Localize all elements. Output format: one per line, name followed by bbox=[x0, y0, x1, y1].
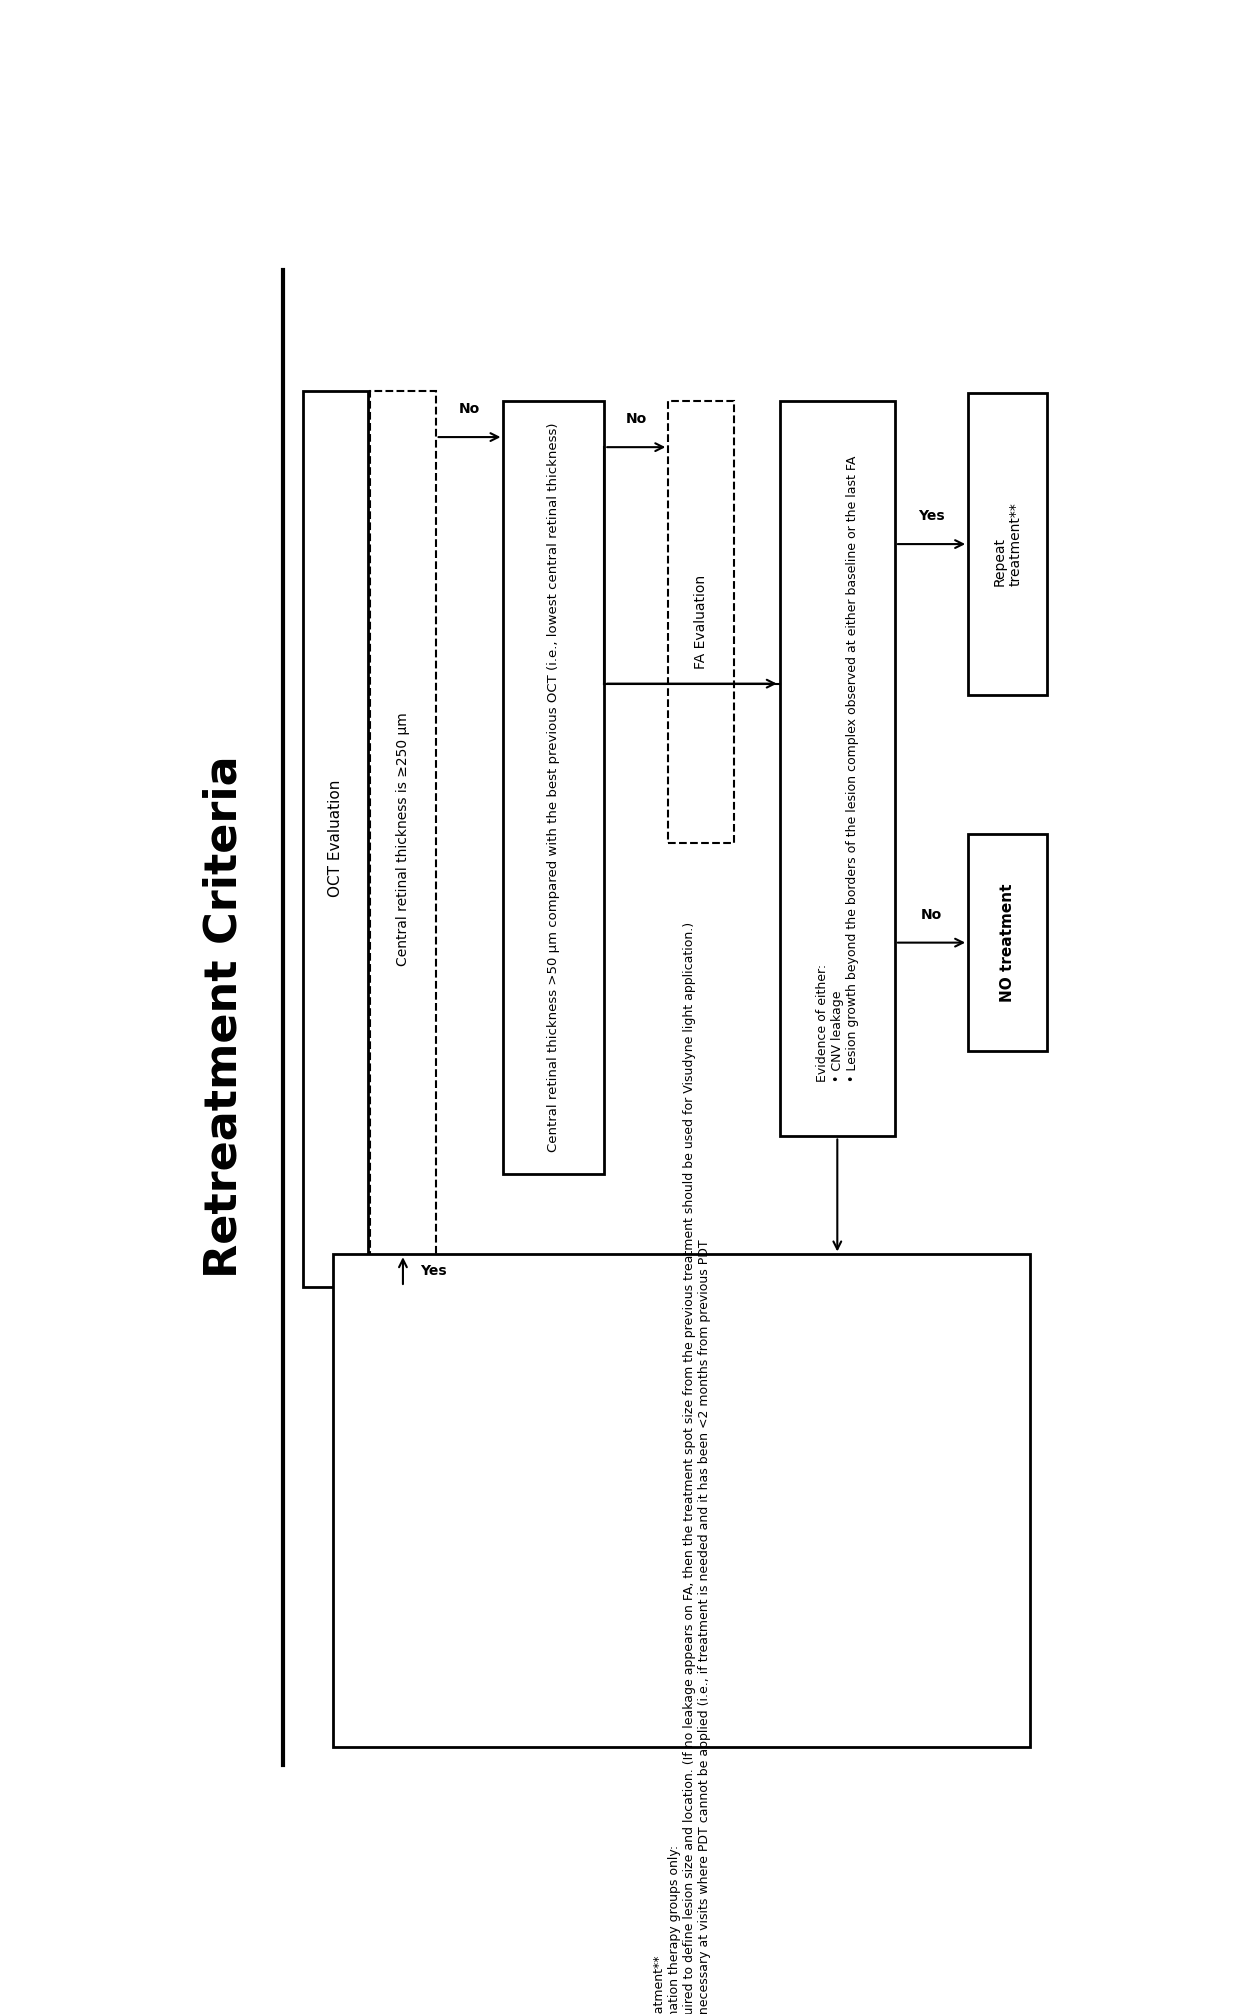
Bar bbox=[780, 401, 895, 1136]
Text: OCT Evaluation: OCT Evaluation bbox=[329, 779, 343, 898]
Bar bbox=[371, 391, 435, 1287]
Text: No: No bbox=[626, 413, 647, 427]
Text: Repeat
treatment**: Repeat treatment** bbox=[992, 501, 1023, 586]
Bar bbox=[968, 393, 1047, 695]
Bar bbox=[503, 401, 604, 1174]
Bar bbox=[968, 834, 1047, 1051]
Text: FA Evaluation: FA Evaluation bbox=[694, 574, 708, 669]
Text: Yes: Yes bbox=[420, 1263, 446, 1277]
Text: Retreatment Criteria: Retreatment Criteria bbox=[202, 755, 246, 1279]
Text: Central retinal thickness >50 μm compared with the best previous OCT (i.e., lowe: Central retinal thickness >50 μm compare… bbox=[547, 423, 560, 1152]
Text: No: No bbox=[459, 403, 480, 417]
Bar bbox=[668, 401, 734, 842]
Bar bbox=[332, 1255, 1030, 1748]
Text: Evidence of either:
• CNV leakage
• Lesion growth beyond the borders of the lesi: Evidence of either: • CNV leakage • Lesi… bbox=[816, 455, 859, 1082]
Bar bbox=[303, 391, 368, 1287]
Text: Yes: Yes bbox=[918, 510, 945, 524]
Text: No: No bbox=[921, 908, 942, 922]
Text: Central retinal thickness is ≥250 μm: Central retinal thickness is ≥250 μm bbox=[396, 711, 410, 965]
Text: Repeat treatment**
For combination therapy groups only:
• FA is required to defi: Repeat treatment** For combination thera… bbox=[652, 922, 711, 2014]
Text: NO treatment: NO treatment bbox=[999, 884, 1014, 1001]
